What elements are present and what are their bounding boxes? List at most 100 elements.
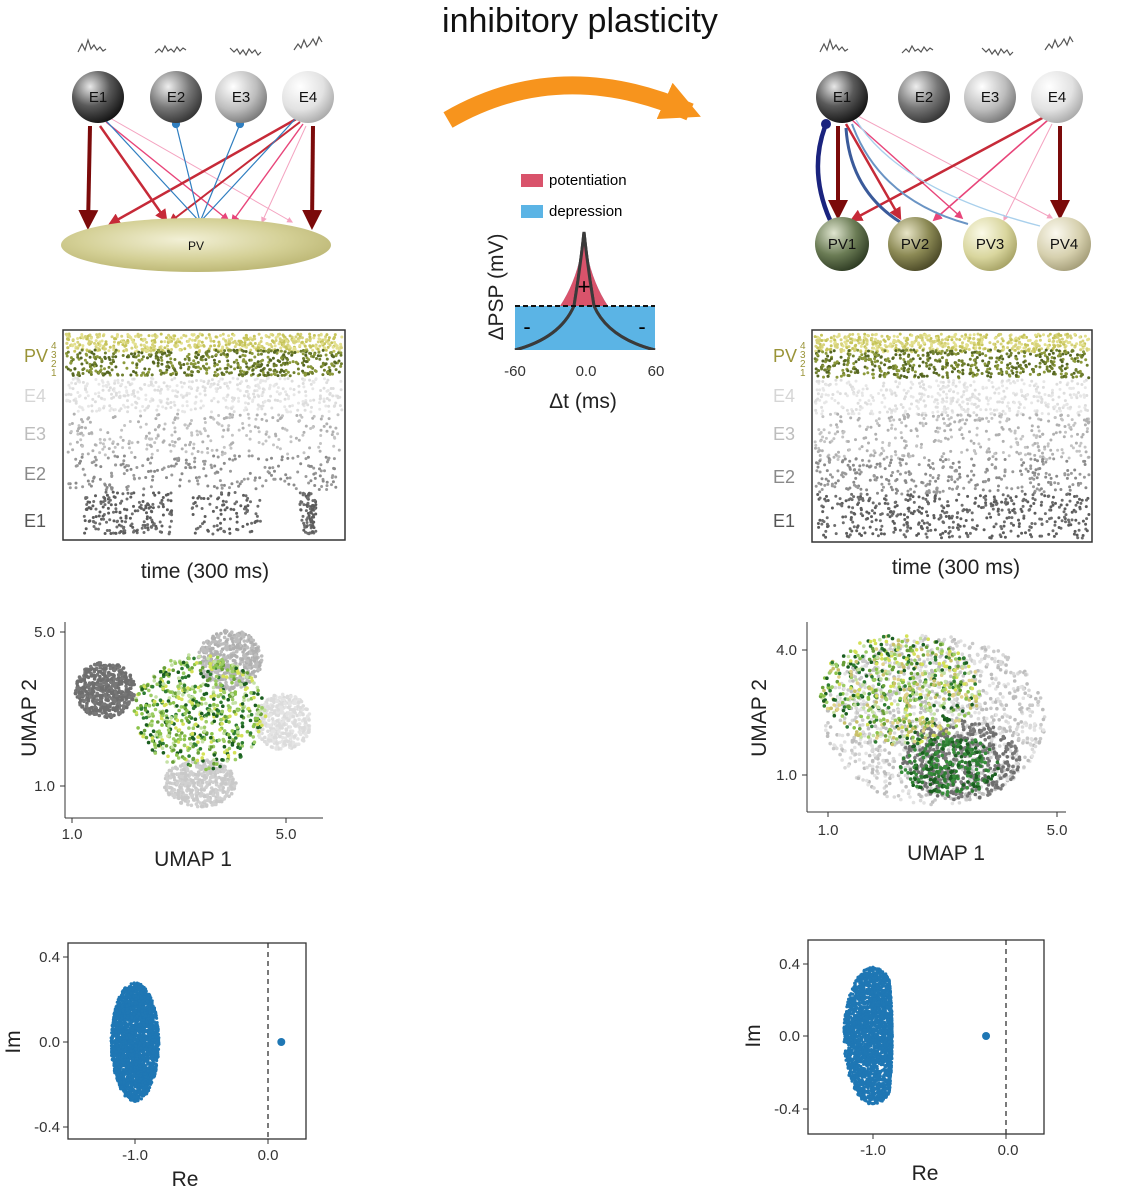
- right-circuit-diagram: PV1 PV2 PV3 PV4 E1 E2 E3 E4: [815, 35, 1091, 271]
- activity-traces: [77, 35, 323, 57]
- stdp-xlabel: Δt (ms): [549, 390, 617, 413]
- e4-row-label: E4: [24, 386, 46, 406]
- left-circuit-diagram: PV E1 E2 E3 E4: [61, 35, 334, 272]
- e3-label: E3: [232, 89, 250, 106]
- e3-label: E3: [981, 89, 999, 106]
- e1-row-label: E1: [24, 511, 46, 531]
- eig-ytick-1: 0.4: [779, 956, 800, 973]
- pv4-label: PV4: [1050, 236, 1078, 253]
- right-raster-plot: PV 4 3 2 1 E4 E3 E2 E1 time (300 ms): [773, 329, 1093, 579]
- e-nodes: E1 E2 E3 E4: [72, 71, 334, 123]
- e2-label: E2: [167, 89, 185, 106]
- pv-sub-1: 1: [51, 368, 57, 379]
- eig-ylabel: Im: [2, 1030, 25, 1053]
- pv-to-e-connections: [815, 119, 1041, 227]
- stdp-xtick-1: -60: [504, 363, 526, 380]
- e2-row-label: E2: [24, 464, 46, 484]
- e2-label: E2: [915, 89, 933, 106]
- pv-sub-3: 3: [800, 350, 806, 361]
- eig-ytick-3: -0.4: [34, 1119, 60, 1136]
- stdp-xtick-2: 0.0: [576, 363, 597, 380]
- eig-xtick-2: 0.0: [258, 1147, 279, 1164]
- pv-sub-2: 2: [800, 359, 806, 370]
- stdp-kernel-plot: potentiation depression + - - -60 0.0 60…: [485, 172, 664, 413]
- umap-xtick-2: 5.0: [1047, 822, 1068, 839]
- eig-xlabel: Re: [912, 1162, 939, 1185]
- pv-sub-4: 4: [51, 341, 57, 352]
- pv-row-label: PV: [24, 346, 48, 366]
- e3-row-label: E3: [24, 424, 46, 444]
- raster-spikes: [813, 332, 1091, 540]
- legend-swatch-depression: [521, 205, 543, 218]
- eig-xtick-1: -1.0: [122, 1147, 148, 1164]
- minus-sign-left: -: [523, 314, 530, 339]
- pv-population-node: [61, 218, 331, 272]
- eig-xtick-2: 0.0: [998, 1142, 1019, 1159]
- legend-label-potentiation: potentiation: [549, 172, 627, 189]
- e-to-pv-connections: [828, 114, 1070, 222]
- e3-node: [964, 71, 1016, 123]
- pv3-node: [963, 217, 1017, 271]
- stdp-ylabel: ΔPSP (mV): [485, 234, 508, 341]
- e1-label: E1: [833, 89, 851, 106]
- raster-spikes: [64, 332, 344, 536]
- figure-title: inhibitory plasticity: [442, 2, 718, 40]
- e2-row-label: E2: [773, 467, 795, 487]
- raster-row-labels: PV 4 3 2 1 E4 E3 E2 E1: [773, 341, 806, 531]
- eig-frame: [67, 942, 307, 1140]
- pv-sub-1: 1: [800, 368, 806, 379]
- left-raster-plot: PV 4 3 2 1 E4 E3 E2 E1 time (300 ms): [24, 329, 346, 583]
- e1-node: [72, 71, 124, 123]
- pv3-label: PV3: [976, 236, 1004, 253]
- right-eigenvalue-plot: 0.4 0.0 -0.4 -1.0 0.0 Re Im: [742, 939, 1045, 1185]
- activity-traces: [819, 35, 1074, 57]
- eigenvalue-outlier: [982, 1032, 991, 1040]
- e-nodes: E1 E2 E3 E4: [816, 71, 1083, 123]
- e1-node: [816, 71, 868, 123]
- pv1-node: [815, 217, 869, 271]
- pv-node-label: PV: [188, 239, 204, 253]
- legend-swatch-potentiation: [521, 174, 543, 187]
- e3-row-label: E3: [773, 424, 795, 444]
- pv-to-e-connections: [93, 107, 303, 223]
- raster-xlabel: time (300 ms): [141, 560, 269, 583]
- e4-label: E4: [1048, 89, 1066, 106]
- left-umap-plot: 5.0 1.0 1.0 5.0 UMAP 1 UMAP 2: [18, 622, 323, 871]
- pv-sub-3: 3: [51, 350, 57, 361]
- umap-points: [73, 628, 312, 809]
- pv-sub-4: 4: [800, 341, 806, 352]
- e-to-pv-connections: [78, 116, 323, 230]
- e4-row-label: E4: [773, 386, 795, 406]
- transition-arrow: [443, 76, 701, 128]
- umap-points: [818, 633, 1047, 807]
- umap-ytick-2: 1.0: [34, 778, 55, 795]
- pv4-node: [1037, 217, 1091, 271]
- e1-label: E1: [89, 89, 107, 106]
- e2-node: [150, 71, 202, 123]
- e2-node: [898, 71, 950, 123]
- e3-node: [215, 71, 267, 123]
- umap-xtick-1: 1.0: [818, 822, 839, 839]
- e4-node: [1031, 71, 1083, 123]
- umap-ytick-1: 4.0: [776, 642, 797, 659]
- pv2-node: [888, 217, 942, 271]
- right-umap-plot: 4.0 1.0 1.0 5.0 UMAP 1 UMAP 2: [748, 622, 1067, 865]
- umap-xtick-1: 1.0: [62, 826, 83, 843]
- e4-node: [282, 71, 334, 123]
- pv-row-label: PV: [773, 346, 797, 366]
- legend-label-depression: depression: [549, 203, 622, 220]
- umap-xlabel: UMAP 1: [154, 848, 232, 871]
- eig-ytick-2: 0.0: [39, 1034, 60, 1051]
- left-eigenvalue-plot: 0.4 0.0 -0.4 -1.0 0.0 Re Im: [2, 942, 307, 1191]
- umap-ytick-2: 1.0: [776, 767, 797, 784]
- minus-sign-right: -: [638, 314, 645, 339]
- eigenvalue-bulk: [842, 965, 894, 1106]
- pv-nodes: PV1 PV2 PV3 PV4: [815, 217, 1091, 271]
- pv2-label: PV2: [901, 236, 929, 253]
- umap-ylabel: UMAP 2: [748, 679, 771, 757]
- umap-xlabel: UMAP 1: [907, 842, 985, 865]
- eigenvalue-outlier: [277, 1038, 286, 1046]
- eig-ytick-1: 0.4: [39, 949, 60, 966]
- eig-ytick-2: 0.0: [779, 1028, 800, 1045]
